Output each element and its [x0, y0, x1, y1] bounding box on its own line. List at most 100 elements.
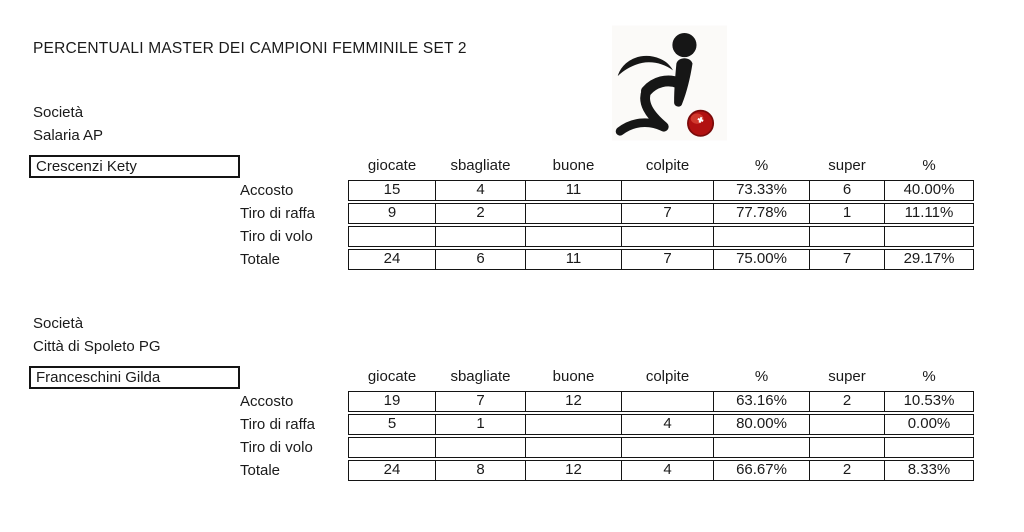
cell-super	[809, 438, 884, 457]
club-name: Città di Spoleto PG	[33, 338, 161, 355]
cell-buone	[525, 438, 621, 457]
cell-super	[809, 227, 884, 246]
cell-pct	[713, 438, 809, 457]
cell-pct: 66.67%	[713, 461, 809, 480]
cell-buone	[525, 415, 621, 434]
col-header-pct: %	[754, 157, 769, 174]
cell-colpite: 4	[621, 461, 713, 480]
stats-table: giocate sbagliate buone colpite % super …	[240, 366, 980, 483]
row-label: Totale	[240, 251, 281, 268]
table-header-row: giocate sbagliate buone colpite % super …	[240, 155, 980, 178]
society-label: Società	[33, 315, 84, 332]
row-label: Accosto	[240, 393, 294, 410]
col-header-giocate: giocate	[367, 157, 417, 174]
col-header-sbagliate: sbagliate	[450, 157, 511, 174]
cell-sbagliate: 2	[435, 204, 525, 223]
table-row-accosto: Accosto 15 4 11 73.33% 6 40.00%	[240, 180, 980, 201]
table-row-totale: Totale 24 6 11 7 75.00% 7 29.17%	[240, 249, 980, 270]
cell-super: 2	[809, 461, 884, 480]
cell-pct-super: 10.53%	[884, 392, 973, 411]
cell-giocate: 24	[383, 250, 401, 267]
club-name: Salaria AP	[33, 127, 104, 144]
cell-pct: 73.33%	[713, 181, 809, 200]
cell-pct-super	[884, 227, 973, 246]
col-header-super: super	[828, 157, 866, 174]
cell-pct: 77.78%	[713, 204, 809, 223]
cell-super: 6	[809, 181, 884, 200]
cell-pct-super: 29.17%	[884, 250, 973, 269]
cell-pct: 80.00%	[713, 415, 809, 434]
cell-colpite: 4	[621, 415, 713, 434]
row-label: Tiro di volo	[240, 439, 313, 456]
cell-sbagliate: 4	[435, 181, 525, 200]
page-title: PERCENTUALI MASTER DEI CAMPIONI FEMMINIL…	[33, 40, 467, 57]
cell-pct-super: 0.00%	[884, 415, 973, 434]
cell-giocate: 9	[387, 204, 397, 221]
row-label: Tiro di volo	[240, 228, 313, 245]
cell-pct-super: 40.00%	[884, 181, 973, 200]
cell-buone: 12	[525, 461, 621, 480]
header-spacer	[240, 155, 348, 178]
cell-giocate: 19	[383, 392, 401, 409]
cell-colpite	[621, 227, 713, 246]
cell-super	[809, 415, 884, 434]
table-row-tiro-di-raffa: Tiro di raffa 9 2 7 77.78% 1 11.11%	[240, 203, 980, 224]
cell-colpite	[621, 438, 713, 457]
table-row-tiro-di-raffa: Tiro di raffa 5 1 4 80.00% 0.00%	[240, 414, 980, 435]
cell-giocate: 15	[383, 181, 401, 198]
col-header-pct: %	[754, 368, 769, 385]
col-header-sbagliate: sbagliate	[450, 368, 511, 385]
cell-pct-super: 8.33%	[884, 461, 973, 480]
bocce-player-icon	[612, 24, 727, 142]
col-header-pct-super: %	[922, 157, 936, 174]
cell-super: 7	[809, 250, 884, 269]
cell-giocate: 24	[383, 461, 401, 478]
cell-sbagliate: 7	[435, 392, 525, 411]
col-header-buone: buone	[552, 157, 595, 174]
cell-colpite	[621, 392, 713, 411]
cell-colpite: 7	[621, 204, 713, 223]
col-header-giocate: giocate	[367, 368, 417, 385]
col-header-pct-super: %	[922, 368, 936, 385]
row-label: Tiro di raffa	[240, 416, 316, 433]
cell-buone	[525, 204, 621, 223]
cell-super: 2	[809, 392, 884, 411]
cell-colpite	[621, 181, 713, 200]
col-header-colpite: colpite	[645, 157, 690, 174]
player-section: Società Salaria AP Crescenzi Kety giocat…	[0, 104, 1024, 274]
table-row-totale: Totale 24 8 12 4 66.67% 2 8.33%	[240, 460, 980, 481]
cell-buone: 12	[525, 392, 621, 411]
cell-buone: 11	[525, 181, 621, 200]
cell-pct-super: 11.11%	[884, 204, 973, 223]
row-label: Accosto	[240, 182, 294, 199]
col-header-super: super	[828, 368, 866, 385]
cell-sbagliate: 6	[435, 250, 525, 269]
col-header-buone: buone	[552, 368, 595, 385]
stats-table: giocate sbagliate buone colpite % super …	[240, 155, 980, 272]
row-label: Totale	[240, 462, 281, 479]
cell-sbagliate: 8	[435, 461, 525, 480]
cell-giocate: 5	[387, 415, 397, 432]
row-label: Tiro di raffa	[240, 205, 316, 222]
cell-sbagliate: 1	[435, 415, 525, 434]
table-header-row: giocate sbagliate buone colpite % super …	[240, 366, 980, 389]
cell-buone: 11	[525, 250, 621, 269]
col-header-colpite: colpite	[645, 368, 690, 385]
cell-colpite: 7	[621, 250, 713, 269]
player-name-box: Franceschini Gilda	[29, 366, 240, 389]
table-row-tiro-di-volo: Tiro di volo	[240, 226, 980, 247]
cell-pct	[713, 227, 809, 246]
table-row-tiro-di-volo: Tiro di volo	[240, 437, 980, 458]
cell-super: 1	[809, 204, 884, 223]
society-label: Società	[33, 104, 84, 121]
cell-giocate	[349, 438, 435, 457]
player-name-box: Crescenzi Kety	[29, 155, 240, 178]
header-spacer	[240, 366, 348, 389]
cell-giocate	[349, 227, 435, 246]
cell-pct: 63.16%	[713, 392, 809, 411]
cell-sbagliate	[435, 227, 525, 246]
cell-sbagliate	[435, 438, 525, 457]
cell-buone	[525, 227, 621, 246]
player-section: Società Città di Spoleto PG Franceschini…	[0, 315, 1024, 485]
cell-pct: 75.00%	[713, 250, 809, 269]
